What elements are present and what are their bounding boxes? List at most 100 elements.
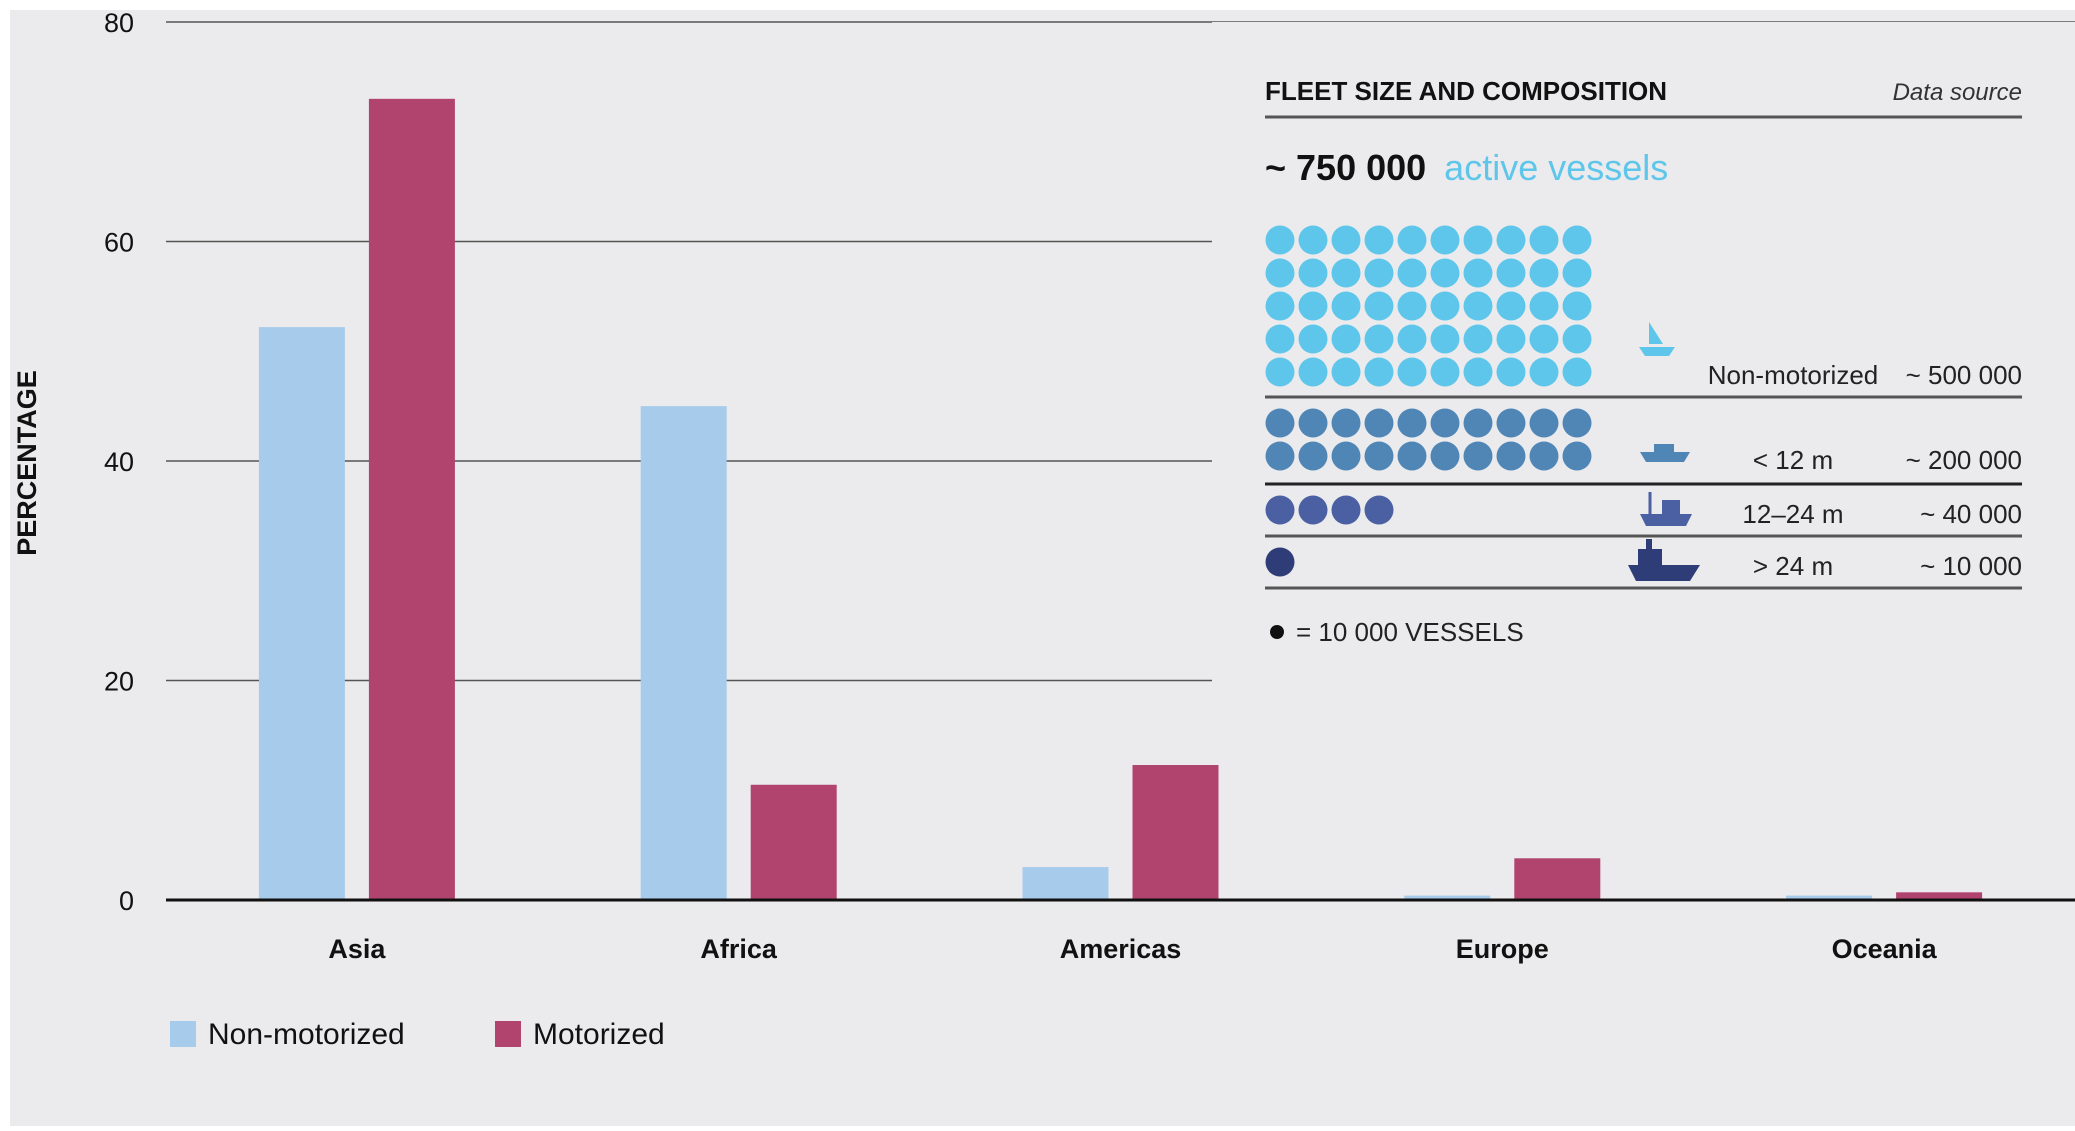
vessel-dot — [1265, 547, 1295, 577]
vessel-dot — [1463, 225, 1493, 255]
vessel-dot — [1298, 495, 1328, 525]
vessel-dot — [1562, 291, 1592, 321]
fishing-boat-icon — [1640, 492, 1692, 526]
vessel-dot — [1496, 324, 1526, 354]
vessel-dot — [1463, 324, 1493, 354]
vessel-dot — [1265, 357, 1295, 387]
vessel-dot — [1364, 225, 1394, 255]
inset-title: FLEET SIZE AND COMPOSITION — [1265, 76, 1667, 106]
legend-swatch — [495, 1021, 521, 1047]
vessel-dot — [1265, 408, 1295, 438]
vessel-dot — [1529, 408, 1559, 438]
inset-dot-rows — [1265, 225, 1592, 577]
vessel-dot — [1265, 441, 1295, 471]
bar-non-motorized-americas — [1022, 867, 1109, 900]
vessel-dot — [1463, 258, 1493, 288]
vessel-dot — [1430, 324, 1460, 354]
vessel-dot — [1331, 495, 1361, 525]
bar-non-motorized-europe — [1404, 895, 1491, 900]
x-tick-label: Asia — [328, 934, 386, 964]
vessel-dot — [1298, 441, 1328, 471]
x-tick-label: Europe — [1456, 934, 1549, 964]
vessel-dot — [1529, 225, 1559, 255]
legend-swatch — [170, 1021, 196, 1047]
vessel-dot — [1397, 441, 1427, 471]
vessel-dot — [1562, 357, 1592, 387]
fleet-inset: FLEET SIZE AND COMPOSITION Data source ~… — [1212, 22, 2075, 682]
vessel-dot — [1463, 441, 1493, 471]
vessel-dot — [1331, 258, 1361, 288]
vessel-dot — [1331, 291, 1361, 321]
inset-total-value: ~ 750 000 — [1265, 147, 1426, 188]
vessel-dot — [1298, 408, 1328, 438]
inset-row-value-non-motorized: ~ 500 000 — [1906, 360, 2022, 390]
inset-row-label-non-motorized: Non-motorized — [1708, 360, 1879, 390]
vessel-dot — [1397, 324, 1427, 354]
vessel-dot — [1265, 291, 1295, 321]
vessel-dot — [1463, 357, 1493, 387]
y-tick-labels: 0 20 40 60 80 — [104, 8, 134, 916]
vessel-dot — [1529, 324, 1559, 354]
inset-row-label-over-24m: > 24 m — [1753, 551, 1833, 581]
inset-row-label-under-12m: < 12 m — [1753, 445, 1833, 475]
vessel-dot — [1562, 225, 1592, 255]
vessel-dot — [1529, 357, 1559, 387]
vessel-dot — [1562, 324, 1592, 354]
vessel-dot — [1496, 357, 1526, 387]
vessel-dot — [1529, 258, 1559, 288]
vessel-dot — [1298, 258, 1328, 288]
bars — [258, 98, 1983, 901]
vessel-dot — [1529, 291, 1559, 321]
vessel-dot — [1331, 441, 1361, 471]
inset-row-value-under-12m: ~ 200 000 — [1906, 445, 2022, 475]
y-tick-label: 40 — [104, 447, 134, 477]
vessel-dot — [1529, 441, 1559, 471]
vessel-dot — [1298, 357, 1328, 387]
vessel-dot — [1463, 291, 1493, 321]
vessel-dot — [1331, 225, 1361, 255]
bar-motorized-europe — [1514, 858, 1601, 900]
inset-legend-note: = 10 000 VESSELS — [1296, 617, 1524, 647]
legend: Non-motorized Motorized — [170, 1018, 665, 1051]
inset-row-value-12-24m: ~ 40 000 — [1920, 499, 2022, 529]
vessel-dot — [1265, 495, 1295, 525]
vessel-dot — [1430, 408, 1460, 438]
vessel-dot — [1298, 324, 1328, 354]
large-vessel-icon — [1628, 539, 1700, 581]
vessel-dot — [1397, 408, 1427, 438]
vessel-dot — [1265, 324, 1295, 354]
y-tick-label: 60 — [104, 228, 134, 258]
vessel-dot — [1430, 225, 1460, 255]
vessel-dot — [1496, 225, 1526, 255]
legend-label: Non-motorized — [208, 1018, 405, 1051]
vessel-dot — [1496, 258, 1526, 288]
vessel-dot — [1364, 258, 1394, 288]
vessel-dot — [1496, 441, 1526, 471]
vessel-dot — [1430, 291, 1460, 321]
vessel-dot — [1397, 258, 1427, 288]
inset-row-rules — [1265, 395, 2022, 590]
vessel-dot — [1397, 357, 1427, 387]
inset-total-label: active vessels — [1444, 147, 1668, 188]
bar-motorized-americas — [1132, 765, 1219, 900]
inset-row-label-12-24m: 12–24 m — [1742, 499, 1843, 529]
vessel-dot — [1397, 291, 1427, 321]
x-tick-label: Americas — [1060, 934, 1182, 964]
inset-source: Data source — [1893, 79, 2022, 106]
vessel-dot — [1364, 357, 1394, 387]
vessel-dot — [1364, 408, 1394, 438]
y-axis-label: PERCENTAGE — [12, 370, 42, 556]
inset-total: ~ 750 000 active vessels — [1265, 147, 1668, 188]
sailboat-icon — [1639, 322, 1675, 356]
vessel-dot — [1331, 408, 1361, 438]
bar-non-motorized-asia — [258, 327, 345, 901]
bar-non-motorized-africa — [640, 406, 727, 900]
vessel-dot — [1331, 324, 1361, 354]
vessel-dot — [1265, 258, 1295, 288]
vessel-dot — [1463, 408, 1493, 438]
vessel-dot — [1562, 258, 1592, 288]
vessel-dot — [1430, 258, 1460, 288]
y-tick-label: 20 — [104, 667, 134, 697]
